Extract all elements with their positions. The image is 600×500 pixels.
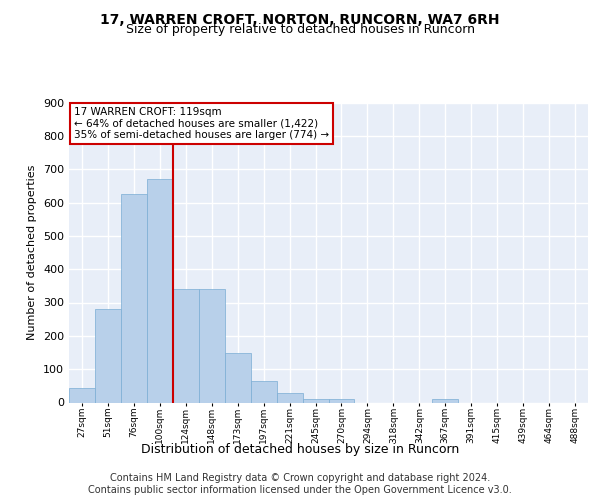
Text: 17 WARREN CROFT: 119sqm
← 64% of detached houses are smaller (1,422)
35% of semi: 17 WARREN CROFT: 119sqm ← 64% of detache…	[74, 107, 329, 140]
Bar	[225, 352, 251, 403]
Bar	[199, 289, 224, 403]
Bar	[69, 388, 95, 402]
Text: Contains HM Land Registry data © Crown copyright and database right 2024.
Contai: Contains HM Land Registry data © Crown c…	[88, 474, 512, 495]
Bar	[173, 289, 199, 403]
Bar	[329, 399, 355, 402]
Text: Size of property relative to detached houses in Runcorn: Size of property relative to detached ho…	[125, 22, 475, 36]
Bar	[121, 194, 147, 402]
Bar	[302, 399, 329, 402]
Bar	[147, 179, 173, 402]
Bar	[277, 392, 302, 402]
Bar	[433, 399, 458, 402]
Bar	[251, 381, 277, 402]
Bar	[95, 309, 121, 402]
Text: Distribution of detached houses by size in Runcorn: Distribution of detached houses by size …	[141, 442, 459, 456]
Y-axis label: Number of detached properties: Number of detached properties	[28, 165, 37, 340]
Text: 17, WARREN CROFT, NORTON, RUNCORN, WA7 6RH: 17, WARREN CROFT, NORTON, RUNCORN, WA7 6…	[100, 12, 500, 26]
